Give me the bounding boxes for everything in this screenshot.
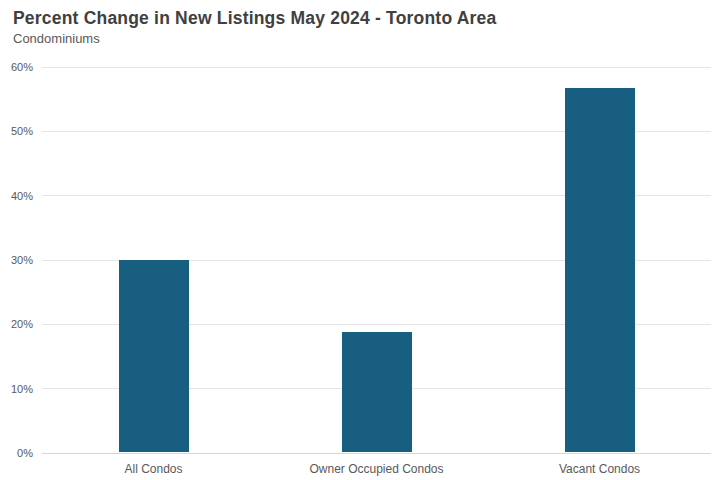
chart-subtitle: Condominiums [13, 31, 100, 46]
gridline-60 [42, 67, 711, 68]
bar-vacant-condos [565, 88, 635, 452]
bar-owner-occupied-condos [342, 332, 412, 452]
gridline-0 [42, 453, 711, 454]
y-axis-tick-label: 30% [11, 254, 33, 266]
plot-area: 0%10%20%30%40%50%60%All CondosOwner Occu… [42, 67, 711, 453]
y-axis-tick-label: 0% [17, 447, 33, 459]
chart-title: Percent Change in New Listings May 2024 … [13, 8, 496, 29]
bar-all-condos [119, 260, 189, 452]
y-axis-tick-label: 40% [11, 190, 33, 202]
x-axis-category-label: All Condos [124, 462, 182, 476]
y-axis-tick-label: 60% [11, 61, 33, 73]
y-axis-tick-label: 10% [11, 383, 33, 395]
y-axis-tick-label: 20% [11, 318, 33, 330]
x-axis-category-label: Vacant Condos [559, 462, 640, 476]
y-axis-tick-label: 50% [11, 125, 33, 137]
x-axis-category-label: Owner Occupied Condos [309, 462, 443, 476]
